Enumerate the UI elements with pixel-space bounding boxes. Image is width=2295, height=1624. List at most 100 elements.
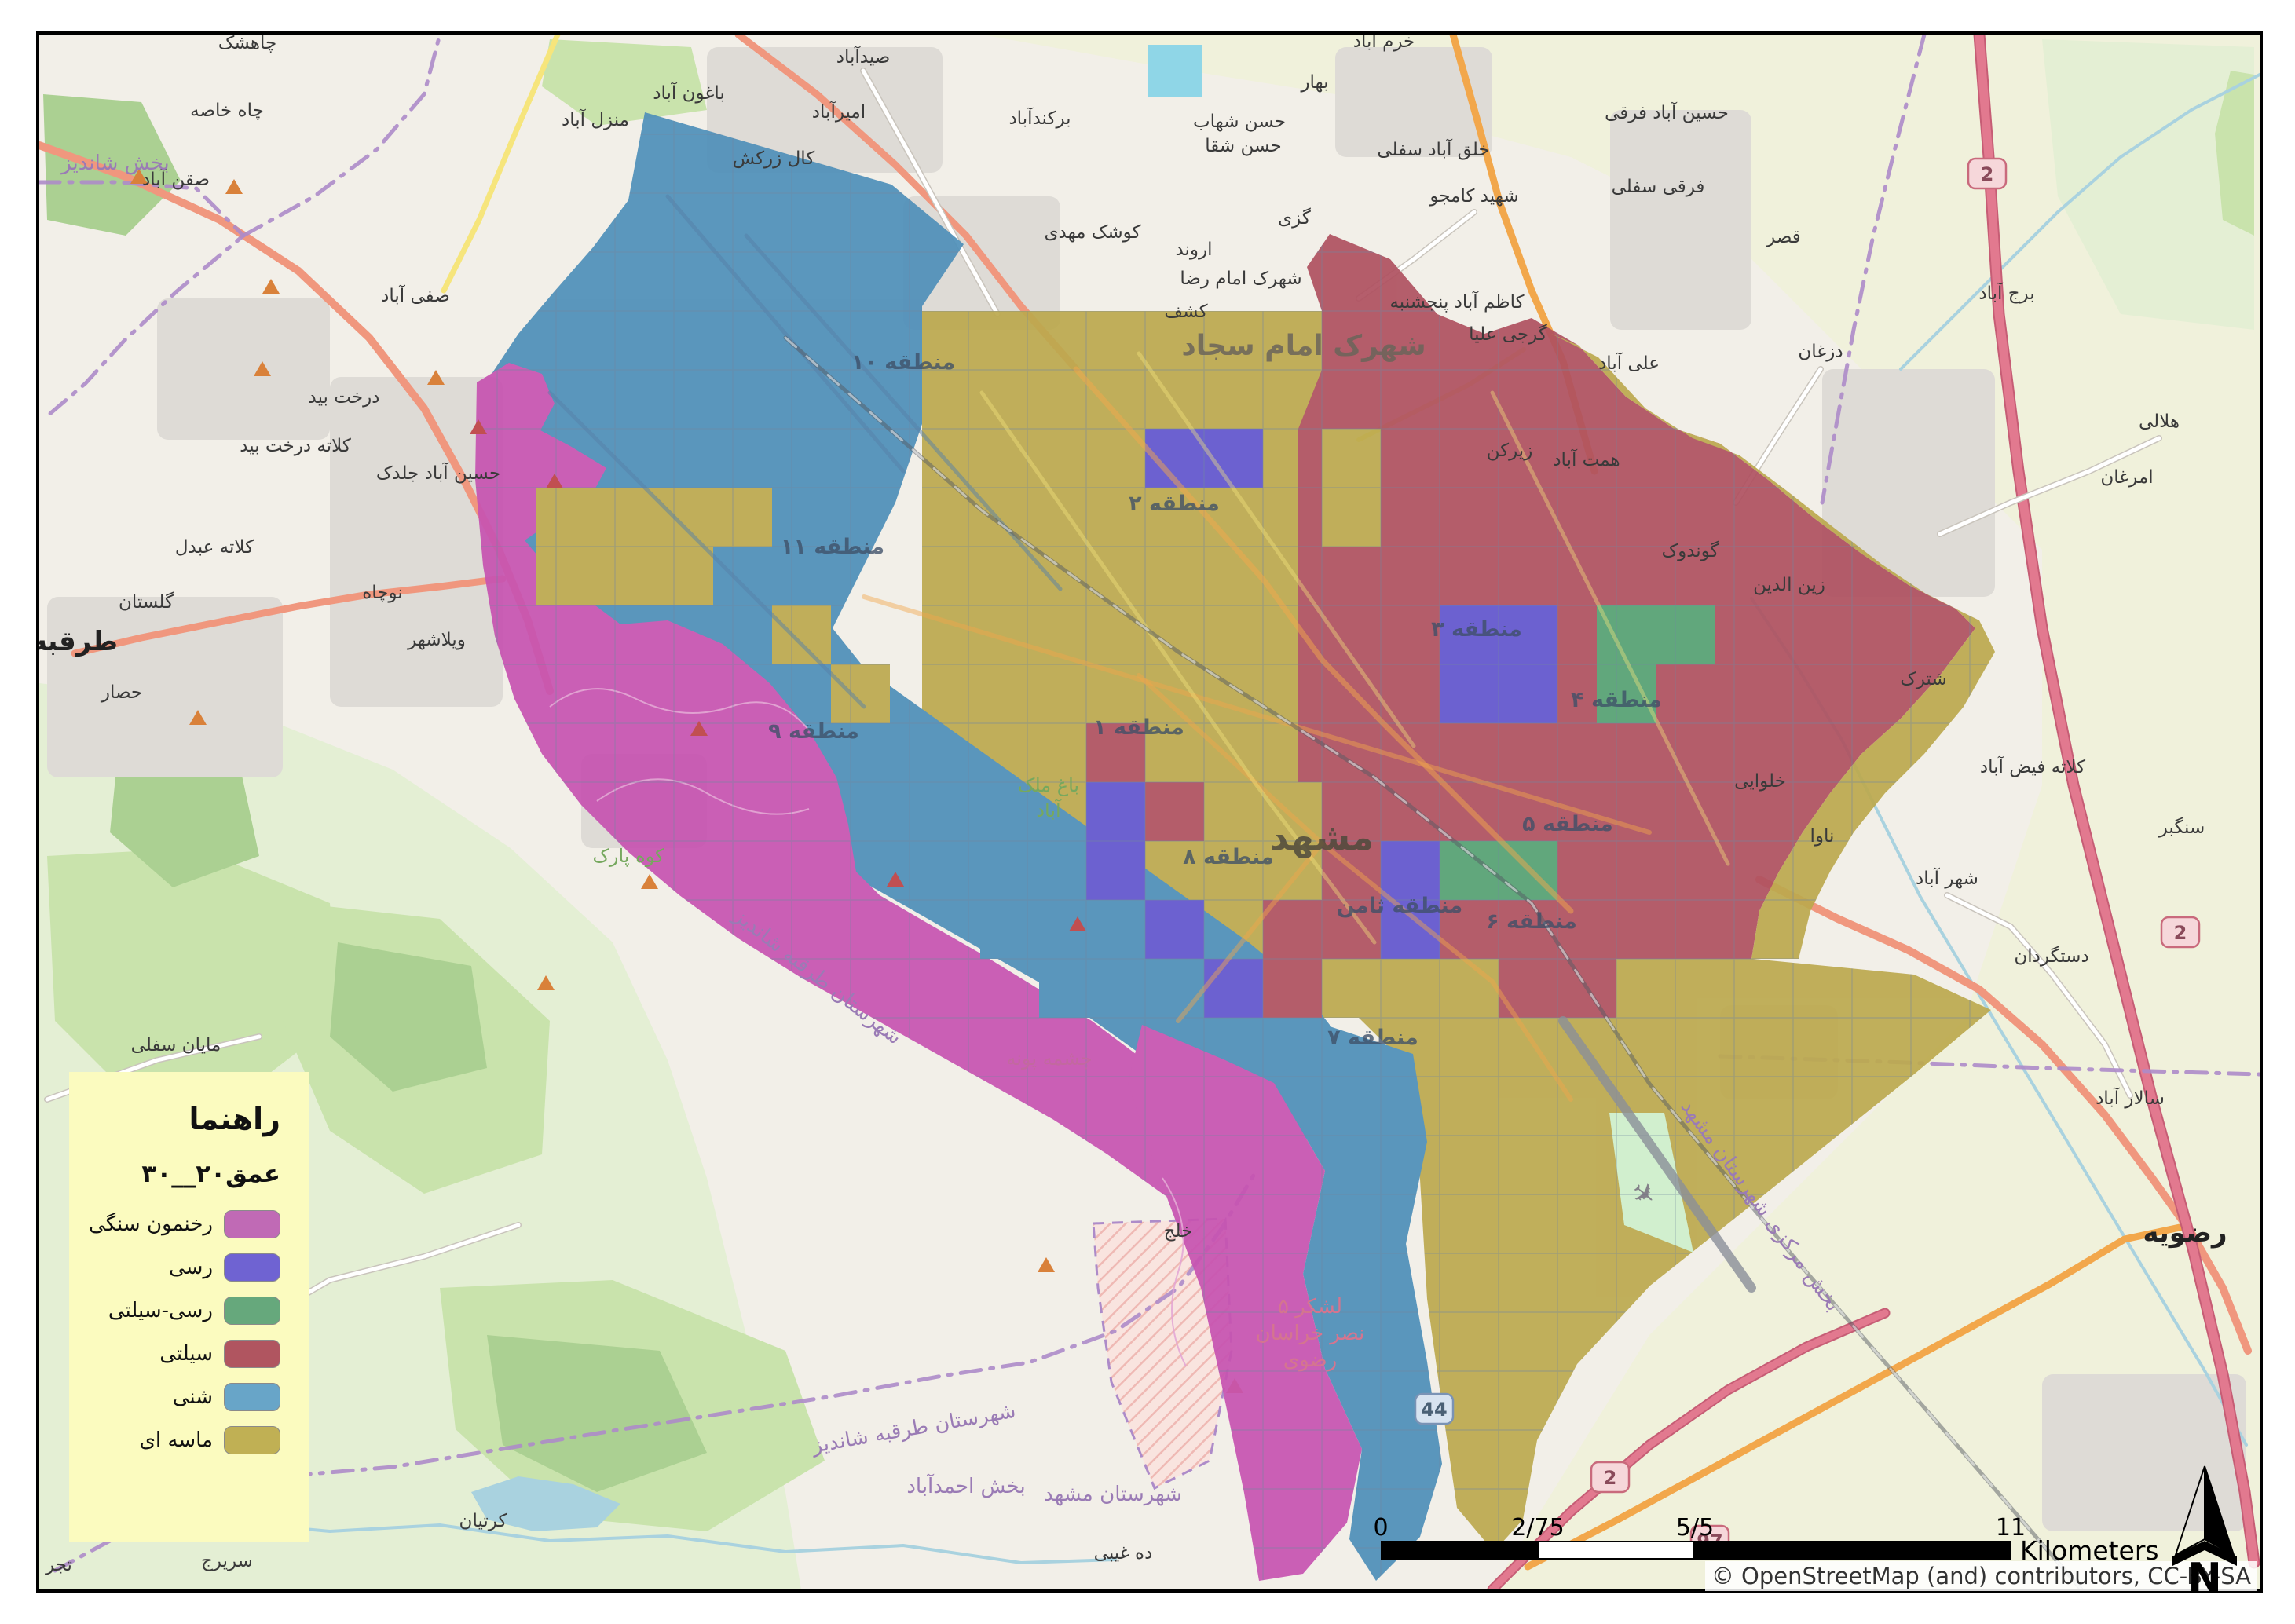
overlay-cell-yellow xyxy=(595,547,654,605)
overlay-cell-blue xyxy=(1039,959,1098,1018)
map-label: کال زرکش xyxy=(733,148,815,169)
basemap-pond xyxy=(1148,45,1202,97)
map-label: قصر xyxy=(1766,227,1801,247)
map-label: نوچاه xyxy=(362,583,403,603)
road-trunk xyxy=(1755,876,2252,1355)
map-label: حسین آباد جلدک xyxy=(376,462,500,484)
scale-unit: Kilometers xyxy=(2020,1535,2159,1566)
legend-items: رخنمون سنگی رسی رسی-سیلتی سیلتی شنی ماسه ای xyxy=(69,1210,280,1454)
scale-bar-segment-black-1 xyxy=(1381,1541,1538,1560)
legend-item-label: رسی xyxy=(168,1256,213,1279)
map-label: حسین آباد فرقی xyxy=(1605,101,1729,123)
map-label: باغون آباد xyxy=(653,82,725,104)
basemap-green-area xyxy=(2215,71,2254,236)
overlay-region-magenta xyxy=(475,363,1280,1249)
peak-icon xyxy=(254,361,271,376)
map-label: گزی xyxy=(1278,207,1311,229)
map-label: نصر خراسان xyxy=(1256,1322,1365,1345)
map-label: چشمه پونه xyxy=(1006,1048,1092,1070)
peak-icon xyxy=(470,419,487,434)
map-label: شهرک امام سجاد xyxy=(1181,330,1426,362)
map-label: درخت بید xyxy=(309,387,380,408)
peak-icon xyxy=(641,874,658,889)
legend-item-label: سیلتی xyxy=(159,1342,213,1366)
map-label: علی آباد xyxy=(1598,352,1660,374)
map-label: کاظم آباد پنجشنبه xyxy=(1389,291,1524,313)
road-secondary xyxy=(441,35,561,294)
road-badge: 44 xyxy=(1414,1392,1455,1425)
map-label: خلوایی xyxy=(1734,771,1786,792)
overlay-cell-purple xyxy=(1086,841,1145,900)
map-label: شهرستان مشهد xyxy=(1044,1483,1182,1506)
map-label: امیرآباد xyxy=(812,101,866,123)
map-label: منطقه ۱۰ xyxy=(851,350,955,375)
peak-icon xyxy=(1038,1257,1055,1272)
map-label: تجر xyxy=(45,1555,72,1575)
city-street xyxy=(979,390,1377,945)
city-street xyxy=(1320,841,1573,1102)
overlay-cell-green xyxy=(1656,605,1715,664)
peak-icon xyxy=(887,872,904,887)
map-label: منطقه ۵ xyxy=(1522,812,1613,836)
legend-subtitle: عمق۲۰__۳۰ xyxy=(141,1160,280,1188)
road-badge: 2 xyxy=(1967,157,2008,190)
road-badge: 2 xyxy=(1590,1461,1631,1494)
map-label: منطقه ۹ xyxy=(768,719,859,744)
legend-swatch xyxy=(224,1297,280,1325)
overlay-cell-blue xyxy=(1098,959,1157,1018)
map-label: زین الدین xyxy=(1753,575,1825,595)
map-label: سنگبر xyxy=(2158,817,2205,838)
basemap-green-area xyxy=(487,1335,707,1492)
map-label: برکندآباد xyxy=(1008,107,1071,129)
map-label: آباد xyxy=(1036,799,1062,821)
map-label: طرقبه xyxy=(39,626,118,657)
overlay-cell-red xyxy=(1263,900,1322,959)
overlay-cell-green xyxy=(1597,605,1656,664)
map-label: ویلاشهر xyxy=(407,630,466,650)
overlay-cell-blue xyxy=(980,900,1039,959)
legend-item-label: ماسه ای xyxy=(139,1428,213,1452)
overlay-contour xyxy=(549,688,810,731)
legend-item-label: رخنمون سنگی xyxy=(89,1213,213,1236)
map-label: حسن شهاب xyxy=(1193,112,1286,132)
scale-bar-segment-white xyxy=(1538,1541,1695,1560)
city-street xyxy=(665,194,906,474)
overlay-cell-red xyxy=(1322,841,1381,900)
overlay-cell-red xyxy=(1263,959,1322,1018)
map-label: کرتیان xyxy=(459,1511,507,1531)
map-label: باغ ملک xyxy=(1018,774,1079,796)
overlay-region-magenta xyxy=(1128,1025,1362,1581)
map-label: شهر آباد xyxy=(1916,867,1978,889)
city-street xyxy=(1137,673,1324,846)
overlay-cell-yellow xyxy=(654,547,713,605)
map-label: حصار xyxy=(101,682,142,703)
overlay-cell-yellow xyxy=(536,488,595,547)
map-label: منطقه ۱ xyxy=(1093,715,1184,740)
road-motorway xyxy=(1975,35,2259,1567)
basemap-stream xyxy=(1899,73,2260,371)
map-label: لشکر ۵ xyxy=(1278,1295,1342,1319)
road-badge-shield xyxy=(1967,157,2008,190)
admin-boundary xyxy=(1718,1054,2260,1077)
map-label: صفی آباد xyxy=(381,284,450,306)
overlay-cell-purple xyxy=(1381,900,1440,959)
map-label: صقن آباد xyxy=(142,168,210,190)
map-label: برج آباد xyxy=(1978,282,2034,304)
overlay-cell-yellow xyxy=(654,488,713,547)
map-label: زیرکن xyxy=(1487,441,1533,461)
scale-label-5-5: 5/5 xyxy=(1675,1514,1715,1542)
basemap-stream xyxy=(226,1520,1117,1564)
basemap-urban-area xyxy=(1822,369,1995,597)
overlay-cell-yellow xyxy=(595,488,654,547)
legend-item-5: ماسه ای xyxy=(69,1426,280,1454)
peak-icon xyxy=(690,721,708,736)
peak-icon xyxy=(537,975,555,990)
basemap-urban-area xyxy=(1610,110,1751,330)
north-arrow-icon xyxy=(2172,1465,2237,1566)
legend-swatch xyxy=(224,1210,280,1238)
map-label: شترک xyxy=(1900,669,1947,689)
overlay-contour xyxy=(596,778,810,815)
overlay-contour xyxy=(1162,1177,1187,1367)
overlay-cell-purple xyxy=(1499,664,1557,723)
